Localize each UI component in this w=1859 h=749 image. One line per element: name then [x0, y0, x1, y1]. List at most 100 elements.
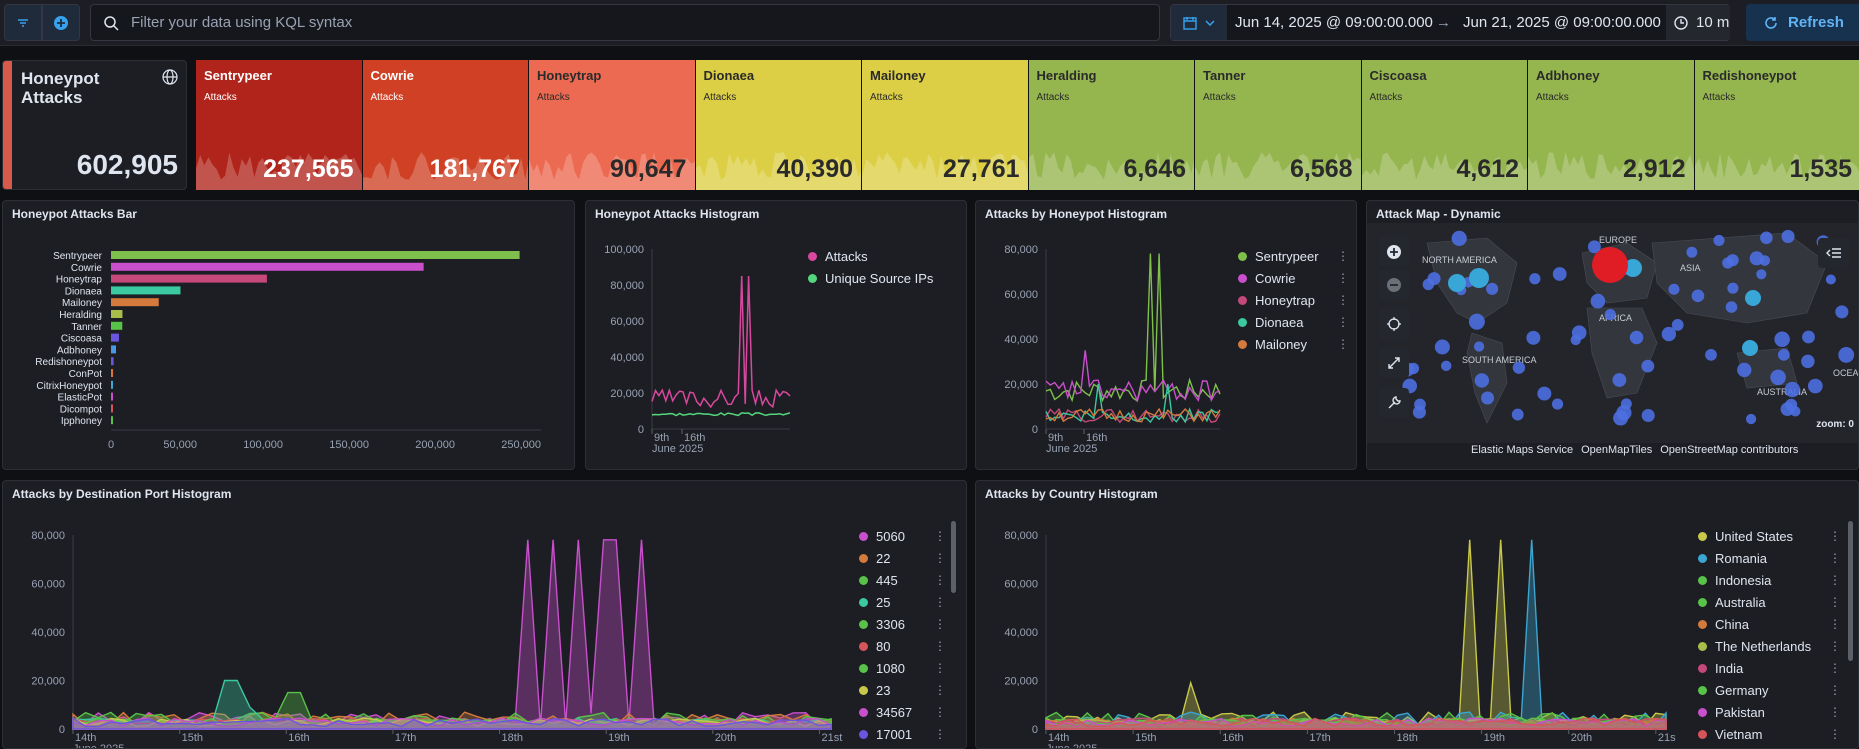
quick-select-button[interactable] [1171, 5, 1227, 40]
attack-point[interactable] [1474, 373, 1490, 388]
attack-point[interactable] [1512, 361, 1526, 374]
attack-point[interactable] [1745, 290, 1761, 306]
bar[interactable] [111, 286, 181, 295]
attack-point[interactable] [1526, 330, 1541, 345]
legend-options-icon[interactable]: ⋮ [934, 683, 946, 697]
map-zoom-in-button[interactable] [1379, 237, 1409, 267]
attack-point[interactable] [1838, 346, 1855, 363]
series-area[interactable] [1045, 539, 1667, 730]
legend-item[interactable]: 34567 ⋮ [859, 701, 946, 723]
bar[interactable] [111, 380, 113, 389]
series-area[interactable] [72, 539, 832, 730]
legend-item[interactable]: 23 ⋮ [859, 679, 946, 701]
attack-point[interactable] [1407, 362, 1420, 375]
attack-point[interactable] [1641, 408, 1655, 423]
attack-point[interactable] [1759, 255, 1770, 266]
attack-point[interactable] [1774, 331, 1790, 348]
attack-point[interactable] [1612, 373, 1627, 387]
attack-point[interactable] [1726, 254, 1739, 267]
add-filter-button[interactable] [42, 4, 80, 41]
attack-point[interactable] [1760, 231, 1773, 245]
attack-point[interactable] [1486, 282, 1499, 295]
legend-item[interactable]: 17001 ⋮ [859, 723, 946, 745]
attack-point[interactable] [1661, 326, 1677, 342]
attack-point[interactable] [1629, 330, 1644, 345]
attack-point[interactable] [1784, 381, 1800, 398]
map-zoom-out-button[interactable] [1379, 270, 1409, 300]
legend-item[interactable]: Honeytrap ⋮ [1238, 289, 1349, 311]
attack-point[interactable] [1756, 269, 1767, 280]
legend-item[interactable]: Attacks [808, 245, 958, 267]
legend-item[interactable]: United States ⋮ [1698, 525, 1841, 547]
attack-point[interactable] [1473, 341, 1485, 352]
attack-point[interactable] [1511, 408, 1524, 421]
refresh-interval-button[interactable]: 10 m [1666, 5, 1730, 40]
legend-options-icon[interactable]: ⋮ [1829, 727, 1841, 741]
attack-point[interactable] [1802, 330, 1815, 344]
attack-point[interactable] [1440, 360, 1452, 372]
attack-point[interactable] [1705, 348, 1717, 361]
attack-point[interactable] [1448, 274, 1466, 292]
series-line-unique-ips[interactable] [651, 412, 791, 417]
bar[interactable] [111, 251, 520, 259]
bar[interactable] [111, 321, 123, 330]
legend-options-icon[interactable]: ⋮ [1337, 337, 1349, 351]
attack-point[interactable] [1468, 313, 1485, 330]
legend-options-icon[interactable]: ⋮ [1337, 271, 1349, 285]
attack-point[interactable] [1434, 339, 1450, 355]
globe-icon[interactable] [162, 69, 178, 85]
legend-item[interactable]: Mailoney ⋮ [1238, 333, 1349, 355]
attack-point[interactable] [1616, 405, 1632, 421]
bar[interactable] [111, 333, 119, 342]
attack-point[interactable] [1570, 334, 1581, 346]
series-area[interactable] [1045, 717, 1667, 730]
legend-item[interactable]: China ⋮ [1698, 613, 1841, 635]
legend-options-icon[interactable]: ⋮ [1829, 617, 1841, 631]
legend-item[interactable]: Indonesia ⋮ [1698, 569, 1841, 591]
attack-point[interactable] [1807, 378, 1823, 394]
map-tools-button[interactable] [1379, 388, 1409, 418]
attack-point[interactable] [1451, 230, 1467, 246]
bar[interactable] [111, 310, 123, 318]
legend-options-icon[interactable]: ⋮ [934, 661, 946, 675]
legend-options-icon[interactable]: ⋮ [1829, 595, 1841, 609]
attack-point[interactable] [1427, 272, 1441, 286]
map-locate-button[interactable] [1379, 309, 1409, 339]
attack-point[interactable] [1481, 391, 1494, 405]
attack-point[interactable] [1641, 359, 1655, 373]
legend-options-icon[interactable]: ⋮ [934, 639, 946, 653]
series-area[interactable] [72, 716, 832, 730]
attack-point[interactable] [1737, 362, 1752, 378]
attack-point[interactable] [1725, 301, 1738, 313]
kql-search-input[interactable]: Filter your data using KQL syntax [90, 4, 1160, 41]
series-line[interactable] [1045, 407, 1221, 424]
legend-options-icon[interactable]: ⋮ [1829, 573, 1841, 587]
legend-options-icon[interactable]: ⋮ [934, 595, 946, 609]
attack-point[interactable] [1770, 369, 1786, 386]
legend-options-icon[interactable]: ⋮ [1337, 315, 1349, 329]
map-legend-toggle-button[interactable] [1818, 238, 1850, 268]
attack-point[interactable] [1412, 405, 1426, 419]
series-line-attacks[interactable] [651, 275, 791, 409]
attack-point[interactable] [1745, 413, 1757, 425]
attack-point[interactable] [1587, 240, 1601, 254]
world-map[interactable]: NORTH AMERICA SOUTH AMERICA EUROPE AFRICA AS… [1367, 223, 1859, 443]
legend-item[interactable]: 3306 ⋮ [859, 613, 946, 635]
attack-point[interactable] [1686, 246, 1698, 258]
legend-options-icon[interactable]: ⋮ [934, 617, 946, 631]
attack-point[interactable] [1713, 234, 1725, 246]
series-line[interactable] [1045, 350, 1221, 403]
legend-item[interactable]: India ⋮ [1698, 657, 1841, 679]
legend-options-icon[interactable]: ⋮ [1829, 551, 1841, 565]
attack-point[interactable] [1537, 386, 1552, 401]
legend-scrollbar[interactable] [951, 521, 956, 593]
attack-point[interactable] [1551, 398, 1564, 410]
legend-item[interactable]: Cowrie ⋮ [1238, 267, 1349, 289]
attack-point[interactable] [1469, 268, 1489, 288]
legend-options-icon[interactable]: ⋮ [1337, 293, 1349, 307]
attack-point[interactable] [1668, 283, 1680, 295]
legend-options-icon[interactable]: ⋮ [934, 551, 946, 565]
legend-scrollbar[interactable] [1848, 521, 1853, 661]
attack-point[interactable] [1624, 259, 1642, 277]
legend-item[interactable]: 80 ⋮ [859, 635, 946, 657]
